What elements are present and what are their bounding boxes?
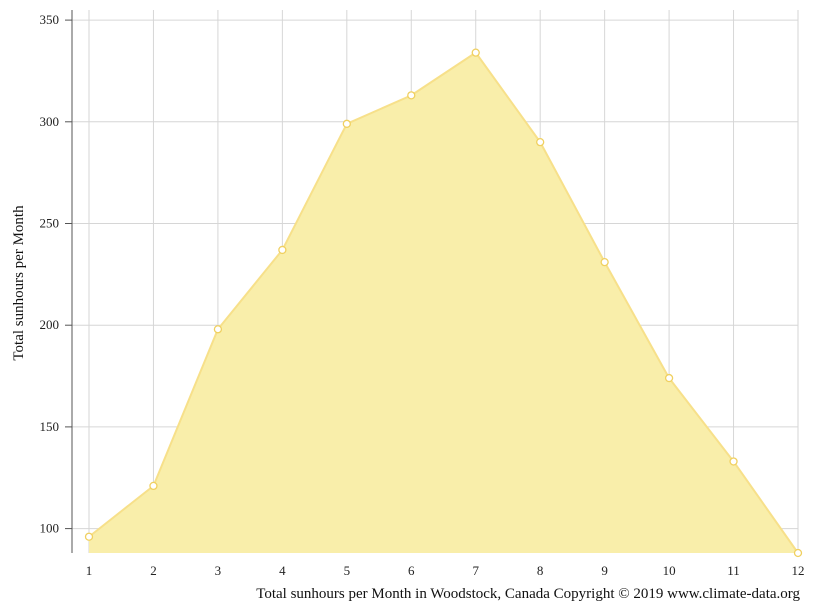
y-tick-label: 300	[40, 114, 60, 129]
data-point	[84, 532, 94, 541]
x-tick-label: 8	[537, 563, 544, 578]
y-tick-label: 200	[40, 317, 60, 332]
chart-caption: Total sunhours per Month in Woodstock, C…	[256, 586, 800, 602]
axes	[65, 10, 73, 553]
x-tick-label: 6	[408, 563, 415, 578]
y-axis-label: Total sunhours per Month	[11, 205, 27, 361]
y-tick-label: 100	[40, 521, 60, 536]
data-point	[407, 91, 416, 100]
y-tick-labels: 100 150 200 250 300 350	[40, 12, 60, 535]
area-series	[88, 51, 799, 554]
data-point	[278, 245, 287, 255]
x-tick-label: 12	[792, 563, 805, 578]
y-tick-label: 150	[40, 419, 60, 434]
x-tick-label: 4	[279, 563, 286, 578]
data-point	[729, 457, 738, 466]
data-points	[84, 48, 803, 558]
x-tick-label: 2	[150, 563, 157, 578]
area-line	[88, 51, 799, 554]
data-point	[664, 373, 674, 383]
data-point	[536, 137, 545, 147]
x-tick-label: 11	[727, 563, 740, 578]
data-point	[149, 481, 158, 491]
data-point	[213, 325, 223, 334]
x-tick-labels: 1 2 3 4 5 6 7 8 9 10 11 12	[86, 563, 805, 578]
x-tick-label: 5	[344, 563, 351, 578]
data-point	[793, 548, 803, 558]
y-tick-label: 350	[40, 12, 60, 27]
x-tick-label: 9	[601, 563, 608, 578]
x-tick-label: 3	[215, 563, 222, 578]
data-point	[600, 257, 609, 267]
y-tick-label: 250	[40, 215, 60, 230]
x-tick-label: 1	[86, 563, 93, 578]
area-fill	[89, 52, 798, 553]
x-tick-label: 10	[663, 563, 676, 578]
data-point	[471, 48, 480, 57]
x-tick-label: 7	[472, 563, 479, 578]
data-point	[342, 119, 351, 128]
